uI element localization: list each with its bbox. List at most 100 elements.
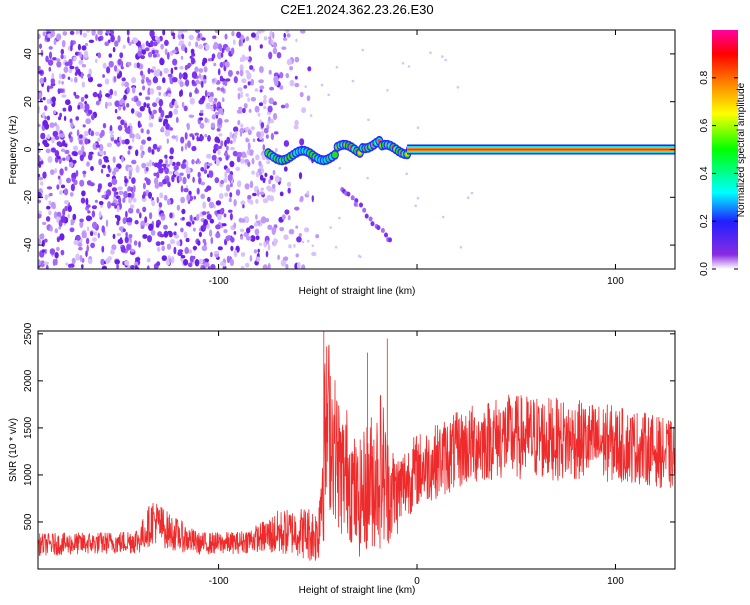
spectrogram-drift-blob: [353, 201, 358, 207]
spectrogram-noise-blob: [79, 254, 83, 262]
spectrogram-noise-blob: [145, 77, 149, 82]
spectrogram-noise-blob: [246, 72, 252, 80]
spectrogram-noise-blob: [280, 259, 287, 267]
spectrogram-noise-blob: [268, 51, 273, 60]
spectrogram-noise-blob: [159, 58, 165, 66]
spectrogram-noise-blob: [63, 188, 69, 196]
spectrogram-noise-blob: [210, 264, 216, 269]
spectrogram-noise-blob: [265, 218, 269, 223]
spectrogram-noise-blob: [90, 130, 95, 137]
spectrogram-noise-blob: [284, 103, 289, 109]
spectrogram-noise-blob: [100, 168, 104, 174]
spectrogram-noise-blob: [98, 200, 104, 206]
spectrogram-noise-blob: [44, 238, 48, 243]
spectrogram-noise-blob: [165, 158, 168, 165]
spectrogram-noise-blob: [223, 152, 228, 157]
spectrogram-noise-blob: [127, 36, 130, 44]
spectrogram-noise-blob: [101, 194, 107, 199]
spectrogram-noise-blob: [262, 264, 268, 269]
spectrogram-noise-blob: [213, 250, 220, 255]
spectrogram-noise-blob: [161, 163, 167, 168]
spectrogram-noise-blob: [219, 208, 225, 215]
spectrogram-noise-blob: [59, 233, 65, 241]
spectrogram-noise-blob: [186, 122, 190, 131]
spectrogram-noise-blob: [120, 246, 126, 253]
spectrogram-noise-blob: [294, 75, 298, 80]
spectrogram-noise-blob: [135, 133, 140, 140]
spectrogram-noise-blob: [158, 167, 164, 174]
spectrogram-noise-blob: [131, 177, 136, 185]
snr-y-axis-label: SNR (10 * v/v): [8, 418, 19, 482]
spectrogram-noise-blob: [158, 202, 163, 208]
spectrogram-noise-blob: [216, 128, 221, 132]
spectrogram-noise-blob: [200, 80, 204, 88]
spectrogram-noise-blob: [245, 70, 250, 74]
spectrogram-noise-blob: [188, 249, 193, 254]
spectrogram-noise-blob: [252, 192, 257, 197]
spectrogram-noise-blob: [174, 100, 178, 108]
spectrogram-noise-blob: [44, 248, 47, 255]
spectrogram-noise-blob: [80, 96, 85, 102]
spectrogram-noise-blob: [209, 218, 215, 224]
spectrogram-noise-blob: [92, 91, 98, 98]
spectrogram-noise-blob: [79, 30, 83, 36]
spectrogram-noise-blob: [124, 178, 128, 184]
spectrogram-noise-blob: [261, 30, 265, 33]
spectrogram-noise-blob: [203, 66, 208, 73]
spectrogram-noise-blob: [61, 40, 66, 48]
spectrogram-noise-blob: [49, 192, 53, 197]
spectrogram-noise-blob: [217, 68, 221, 76]
spectrogram-noise-blob: [191, 145, 197, 152]
spectrogram-noise-blob: [247, 129, 252, 136]
spectrogram-noise-blob: [250, 126, 255, 131]
spectrogram-noise-blob: [65, 155, 70, 161]
spectrogram-noise-blob: [120, 66, 124, 70]
spectrogram-noise-blob: [101, 225, 105, 233]
spectrogram-noise-blob: [152, 76, 159, 84]
spectrogram-noise-blob: [59, 133, 65, 138]
spectrogram-noise-blob: [179, 81, 184, 88]
spectrogram-noise-blob: [129, 204, 135, 209]
spectrogram-noise-blob: [248, 108, 252, 113]
spectrogram-noise-blob: [185, 79, 190, 87]
spectrogram-noise-blob: [114, 40, 119, 47]
spectrogram-noise-blob: [70, 222, 73, 226]
spectrogram-noise-blob: [227, 174, 233, 182]
spectrogram-noise-dot: [441, 215, 445, 219]
spectrogram-noise-blob: [169, 159, 173, 166]
spectrogram-noise-blob: [116, 116, 122, 120]
spectrogram-noise-blob: [111, 244, 117, 251]
spectrogram-noise-blob: [171, 30, 174, 33]
spectrogram-noise-blob: [166, 90, 172, 95]
spectrogram-noise-blob: [254, 222, 259, 227]
spectrogram-noise-blob: [136, 112, 143, 118]
spectrogram-noise-blob: [69, 192, 74, 197]
spectrogram-noise-blob: [195, 79, 200, 85]
snr-y-tick-label: 2500: [23, 322, 34, 345]
spectrogram-noise-blob: [254, 105, 260, 113]
spectrogram-noise-blob: [75, 170, 79, 177]
spectrogram-noise-blob: [46, 134, 51, 140]
spectrogram-noise-blob: [221, 223, 227, 227]
spectrogram-noise-blob: [299, 91, 304, 98]
spectrogram-noise-blob: [229, 160, 235, 168]
spectrogram-noise-blob: [117, 35, 121, 43]
spectrogram-noise-blob: [257, 112, 261, 117]
spectrogram-noise-blob: [91, 210, 96, 218]
spectrogram-noise-blob: [108, 53, 113, 58]
spectrogram-noise-blob: [54, 228, 58, 234]
spectrogram-noise-blob: [190, 48, 195, 55]
spectrogram-noise-blob: [218, 108, 224, 115]
spectrogram-noise-blob: [247, 97, 250, 102]
spectrogram-noise-blob: [283, 234, 289, 240]
spectrogram-noise-blob: [207, 162, 213, 167]
spectrogram-noise-blob: [228, 209, 233, 213]
spectrogram-noise-blob: [229, 131, 233, 139]
spectrogram-noise-blob: [262, 98, 267, 105]
spectrogram-noise-blob: [86, 204, 91, 208]
spectrogram-noise-blob: [203, 74, 207, 81]
spectrogram-noise-blob: [188, 34, 194, 41]
spectrogram-noise-blob: [120, 119, 125, 126]
spectrogram-noise-blob: [289, 66, 293, 71]
spectrogram-noise-blob: [69, 30, 75, 35]
